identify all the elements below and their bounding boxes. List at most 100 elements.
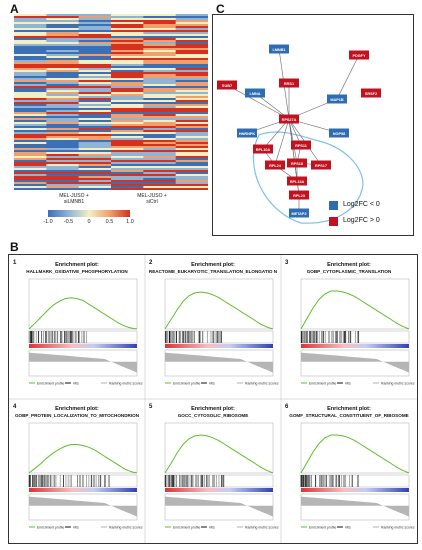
heatmap-cell xyxy=(46,150,80,153)
heatmap-cell xyxy=(175,182,208,185)
heatmap-cell xyxy=(143,74,177,77)
heatmap-cell xyxy=(143,100,177,103)
network-node: MAP1B xyxy=(327,94,347,104)
heatmap-cell xyxy=(175,68,208,71)
heatmap-cell xyxy=(143,58,177,61)
heatmap-cell xyxy=(143,166,177,169)
heatmap-cell xyxy=(78,68,112,71)
heatmap-cell xyxy=(78,186,112,189)
heatmap-cell xyxy=(111,130,144,133)
heatmap-cell xyxy=(78,70,112,73)
heatmap-cell xyxy=(14,94,47,97)
heatmap-cell xyxy=(175,130,208,133)
heatmap-cell xyxy=(111,118,144,121)
gsea-legend-label: Enrichment profile xyxy=(309,382,336,386)
gsea-plot-number: 1 xyxy=(13,260,17,266)
heatmap-cell xyxy=(78,182,112,185)
heatmap-cell xyxy=(46,96,80,99)
heatmap-cell xyxy=(111,26,144,29)
heatmap-cell xyxy=(14,82,47,85)
network-node-box xyxy=(217,80,237,90)
gsea-plot-title: GOBP_CYTOPLASMIC_TRANSLATION xyxy=(307,269,392,274)
heatmap-cell xyxy=(78,170,112,173)
heatmap-cell xyxy=(111,20,144,23)
heatmap-cell xyxy=(46,26,80,29)
heatmap-cell xyxy=(143,62,177,65)
heatmap-cell xyxy=(175,166,208,169)
heatmap-cell xyxy=(143,180,177,183)
colorbar-tick: -1.0 xyxy=(43,219,53,225)
heatmap-cell xyxy=(14,62,47,65)
heatmap-cell xyxy=(46,112,80,115)
heatmap-cell xyxy=(175,14,208,17)
heatmap-cell xyxy=(143,134,177,137)
network-node-label: RRS1 xyxy=(284,82,294,86)
heatmap-cell xyxy=(175,172,208,175)
heatmap-cell xyxy=(143,78,177,81)
network-node: PDGFY xyxy=(349,50,369,60)
network-node: METAP2 xyxy=(289,208,309,218)
heatmap-cell xyxy=(111,56,144,59)
heatmap-cell xyxy=(175,36,208,39)
network-node-label: LMNB1 xyxy=(272,48,285,52)
gsea-plot-title: HALLMARK_OXIDATIVE_PHOSPHORYLATION xyxy=(26,269,128,274)
heatmap-cell xyxy=(14,102,47,105)
heatmap-cell xyxy=(78,148,112,151)
heatmap-cell xyxy=(143,118,177,121)
heatmap-cell xyxy=(175,174,208,177)
heatmap-cell xyxy=(46,158,80,161)
heatmap-cell xyxy=(46,186,80,189)
heatmap-cell xyxy=(111,76,144,79)
gsea-es-axes xyxy=(28,422,138,474)
network-node-box xyxy=(269,44,289,54)
heatmap-cell xyxy=(111,144,144,147)
heatmap-cell xyxy=(78,100,112,103)
gsea-legend-label: Ranking metric scores xyxy=(109,382,143,386)
gsea-legend-label: Ranking metric scores xyxy=(109,526,143,530)
network-node: RPS18 xyxy=(287,158,307,168)
heatmap-cell xyxy=(78,130,112,133)
heatmap-cell xyxy=(46,180,80,183)
heatmap-cell xyxy=(78,108,112,111)
network-node-box xyxy=(327,94,347,104)
gsea-hits-band xyxy=(300,474,410,488)
heatmap-cell xyxy=(78,84,112,87)
heatmap-cell xyxy=(14,24,47,27)
gsea-es-axes xyxy=(164,422,274,474)
heatmap-cell xyxy=(111,64,144,67)
heatmap-cell xyxy=(143,108,177,111)
heatmap-canvas xyxy=(14,14,208,190)
heatmap-cell xyxy=(175,84,208,87)
heatmap-cell xyxy=(143,128,177,131)
gsea-legend-label: Ranking metric scores xyxy=(245,526,279,530)
heatmap-cell xyxy=(175,30,208,33)
heatmap-cell xyxy=(14,134,47,137)
network-node-box xyxy=(287,176,307,186)
heatmap-cell xyxy=(46,114,80,117)
network-node: NOP58 xyxy=(329,128,349,138)
gsea-legend-label: Hits xyxy=(209,526,215,530)
heatmap-cell xyxy=(14,108,47,111)
ribosome-cluster-outline xyxy=(252,131,364,224)
gsea-enrichment-curve xyxy=(300,290,410,330)
heatmap-cell xyxy=(14,36,47,39)
heatmap-cell xyxy=(175,136,208,139)
heatmap-cell xyxy=(175,92,208,95)
network-edge xyxy=(274,118,290,166)
colorbar-tick: 1.0 xyxy=(126,219,134,225)
heatmap-cell xyxy=(46,168,80,171)
network-node-label: RPS18 xyxy=(291,162,303,166)
heatmap-cell xyxy=(143,170,177,173)
heatmap-cell xyxy=(78,76,112,79)
heatmap-cell xyxy=(111,168,144,171)
heatmap-cell xyxy=(14,150,47,153)
heatmap-cell xyxy=(46,174,80,177)
heatmap-cell xyxy=(14,182,47,185)
network-node-label: RPL13A xyxy=(290,180,305,184)
heatmap-cell xyxy=(78,40,112,43)
gsea-plot-heading: Enrichment plot: xyxy=(55,406,99,412)
heatmap-cell xyxy=(14,110,47,113)
heatmap-cell xyxy=(175,52,208,55)
heatmap-cell xyxy=(14,144,47,147)
heatmap-cell xyxy=(111,160,144,163)
